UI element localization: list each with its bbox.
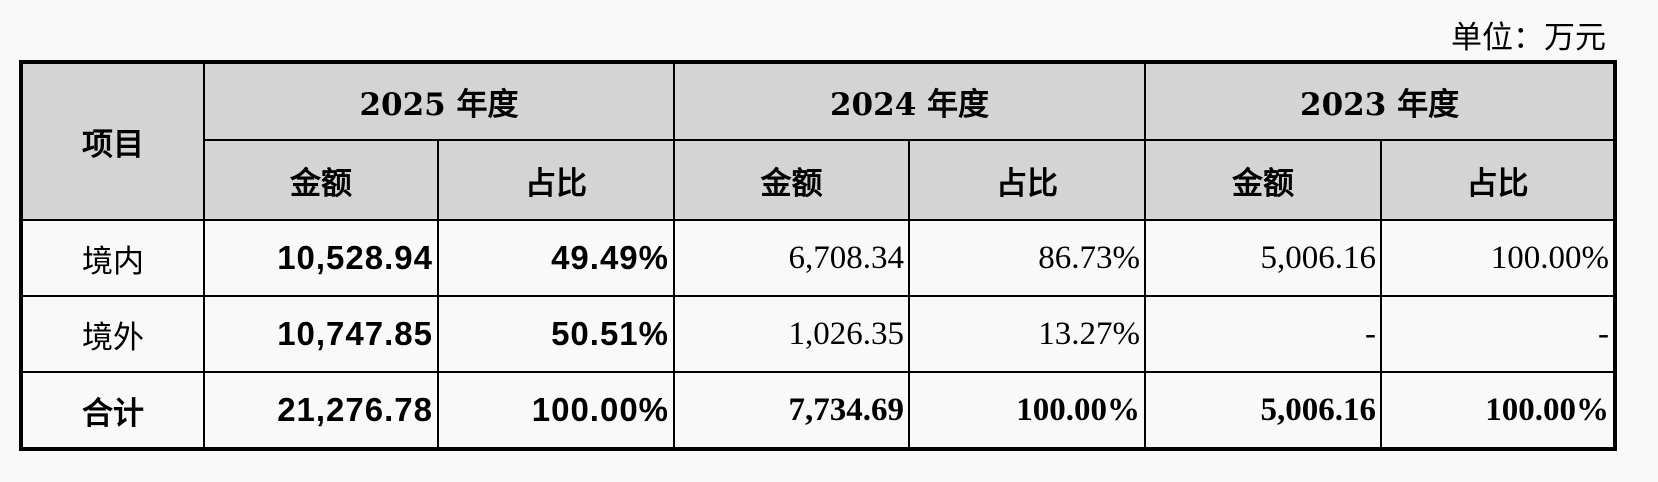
cell-2024-amount: 7,734.69 bbox=[673, 371, 911, 450]
header-item: 项目 bbox=[20, 61, 205, 221]
cell-2024-ratio: 13.27% bbox=[908, 295, 1147, 373]
header-year-2025: 2025 年度 bbox=[202, 61, 676, 141]
cell-2023-ratio: - bbox=[1380, 295, 1617, 373]
header-ratio: 占比 bbox=[1380, 139, 1617, 221]
header-row-metrics: 金额 占比 金额 占比 金额 占比 bbox=[21, 139, 1617, 221]
header-amount: 金额 bbox=[203, 139, 439, 221]
cell-2025-ratio: 100.00% bbox=[436, 371, 676, 450]
row-label: 合计 bbox=[20, 371, 205, 450]
revenue-by-region-table: 项目 2025 年度 2024 年度 2023 年度 金额 占比 金额 占比 金… bbox=[19, 60, 1618, 451]
unit-label: 单位：万元 bbox=[1451, 20, 1606, 56]
cell-2024-amount: 1,026.35 bbox=[673, 295, 911, 373]
header-row-years: 项目 2025 年度 2024 年度 2023 年度 bbox=[20, 61, 1617, 221]
header-ratio: 占比 bbox=[436, 139, 676, 221]
row-label: 境外 bbox=[20, 295, 205, 373]
cell-2024-amount: 6,708.34 bbox=[673, 219, 911, 297]
header-year-2023: 2023 年度 bbox=[1144, 61, 1617, 141]
table-row-overseas: 境外 10,747.85 50.51% 1,026.35 13.27% - - bbox=[20, 295, 1617, 373]
cell-2023-amount: 5,006.16 bbox=[1144, 371, 1383, 450]
cell-2025-amount: 21,276.78 bbox=[203, 371, 439, 450]
header-year-2024: 2024 年度 bbox=[673, 61, 1147, 141]
cell-2025-ratio: 50.51% bbox=[436, 295, 676, 373]
table-row-total: 合计 21,276.78 100.00% 7,734.69 100.00% 5,… bbox=[20, 371, 1617, 450]
row-label: 境内 bbox=[20, 219, 205, 297]
table-row-domestic: 境内 10,528.94 49.49% 6,708.34 86.73% 5,00… bbox=[20, 219, 1617, 297]
header-amount: 金额 bbox=[1144, 139, 1383, 221]
cell-2024-ratio: 100.00% bbox=[908, 371, 1147, 450]
cell-2025-ratio: 49.49% bbox=[436, 219, 676, 297]
cell-2025-amount: 10,747.85 bbox=[203, 295, 439, 373]
header-ratio: 占比 bbox=[908, 139, 1147, 221]
cell-2024-ratio: 86.73% bbox=[908, 219, 1147, 297]
header-amount: 金额 bbox=[673, 139, 911, 221]
cell-2023-ratio: 100.00% bbox=[1380, 219, 1617, 297]
cell-2023-amount: 5,006.16 bbox=[1144, 219, 1383, 297]
cell-2025-amount: 10,528.94 bbox=[203, 219, 439, 297]
cell-2023-ratio: 100.00% bbox=[1380, 371, 1617, 450]
cell-2023-amount: - bbox=[1144, 295, 1383, 373]
